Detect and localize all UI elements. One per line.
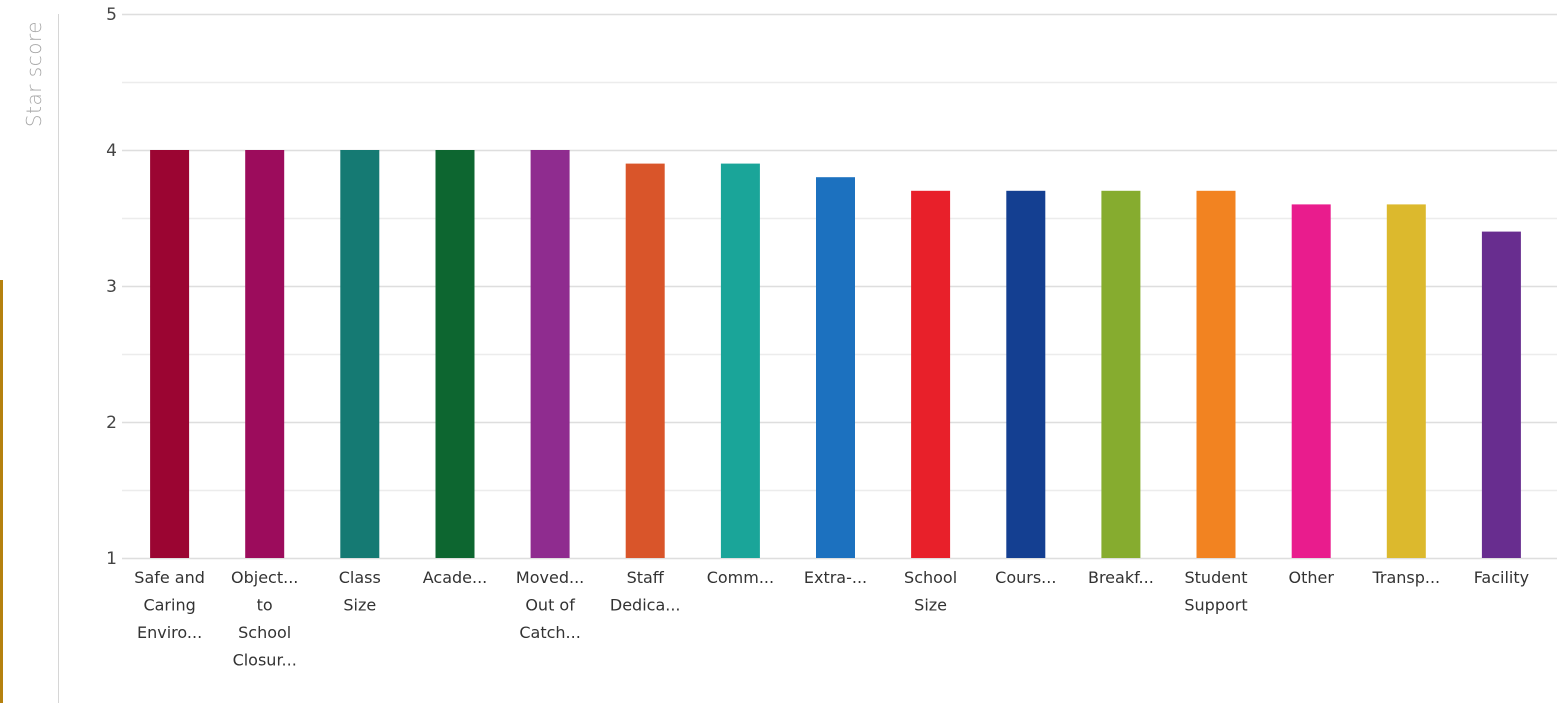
- bar[interactable]: [720, 163, 760, 558]
- bar[interactable]: [1291, 204, 1331, 558]
- y-tick-label: 1: [106, 549, 117, 569]
- y-axis-rule: [58, 14, 59, 703]
- x-tick-label: Acade...: [423, 568, 488, 587]
- y-tick-label: 2: [106, 413, 117, 433]
- bar[interactable]: [1196, 190, 1236, 559]
- bar[interactable]: [340, 150, 380, 558]
- x-tick-label: Safe and Caring Enviro...: [134, 568, 205, 642]
- bar[interactable]: [1101, 190, 1141, 559]
- y-tick-label: 5: [106, 5, 117, 25]
- bar[interactable]: [435, 150, 475, 558]
- y-tick-label: 4: [106, 141, 117, 161]
- bar[interactable]: [1481, 231, 1521, 558]
- bar[interactable]: [150, 150, 190, 558]
- x-tick-label: Cours...: [995, 568, 1056, 587]
- bar[interactable]: [625, 163, 665, 558]
- x-tick-label: Staff Dedica...: [610, 568, 681, 615]
- category-labels: Safe and Caring Enviro... Object... to School…: [134, 568, 1529, 670]
- x-tick-label: Comm...: [707, 568, 774, 587]
- y-tick-labels: 1 2 3 4 5: [106, 5, 117, 569]
- bar[interactable]: [1386, 204, 1426, 558]
- x-tick-label: School Size: [904, 568, 957, 615]
- bar[interactable]: [816, 177, 855, 558]
- y-tick-label: 3: [106, 277, 117, 297]
- x-tick-label: Extra-...: [804, 568, 867, 587]
- x-tick-label: Moved... Out of Catch...: [516, 568, 584, 642]
- bar[interactable]: [1006, 190, 1046, 559]
- x-tick-label: Breakf...: [1088, 568, 1154, 587]
- x-tick-label: Facility: [1474, 568, 1529, 587]
- bars: [150, 150, 1521, 559]
- x-tick-label: Object... to School Closur...: [231, 568, 298, 670]
- bar[interactable]: [245, 150, 285, 558]
- x-tick-label: Transp...: [1371, 568, 1440, 587]
- bar[interactable]: [530, 150, 570, 558]
- left-accent-rule: [0, 280, 3, 703]
- x-tick-label: Other: [1288, 568, 1334, 587]
- x-tick-label: Class Size: [339, 568, 381, 615]
- bar[interactable]: [911, 190, 951, 559]
- x-tick-label: Student Support: [1184, 568, 1247, 615]
